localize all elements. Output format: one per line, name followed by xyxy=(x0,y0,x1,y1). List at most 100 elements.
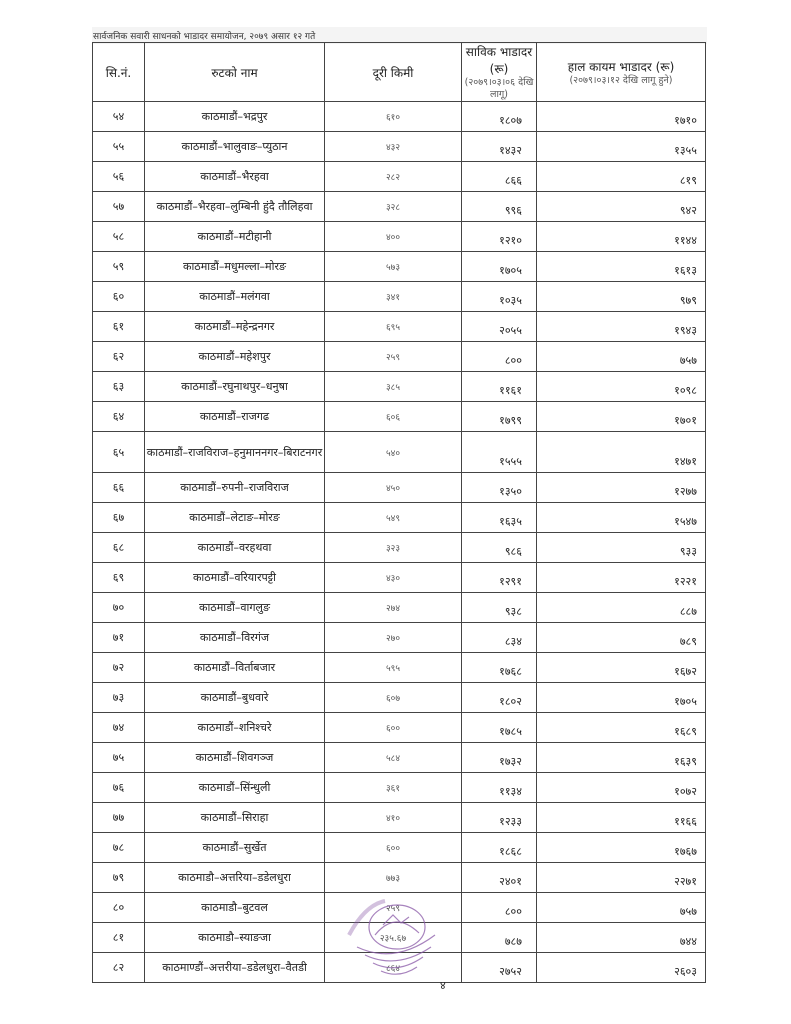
cell-distance: ६०० xyxy=(324,832,462,863)
cell-sn: ५६ xyxy=(92,161,145,192)
table-row: ५५ काठमाडौं–भालुवाङ–प्युठान ४३२ १४३२ १३५५ xyxy=(92,131,706,162)
cell-sn: ७२ xyxy=(92,652,145,683)
cell-route: काठमाडौं–भैरहवा–लुम्बिनी हुंदै तौलिहवा xyxy=(144,191,325,222)
cell-sn: ६६ xyxy=(92,472,145,503)
header-new-fare: हाल कायम भाडादर (रू) (२०७९।०३।१२ देखि ला… xyxy=(536,42,706,102)
cell-route: काठमाडौ–अत्तरिया–डडेलधुरा xyxy=(144,862,325,893)
cell-route: काठमाडौं–सिंन्धुली xyxy=(144,772,325,803)
cell-old-fare: १६३५ xyxy=(461,502,537,533)
table-row: ५७ काठमाडौं–भैरहवा–लुम्बिनी हुंदै तौलिहवा… xyxy=(92,191,706,222)
cell-new-fare: ८१९ xyxy=(536,161,706,192)
cell-new-fare: ७५७ xyxy=(536,341,706,372)
table-row: ५४ काठमाडौं–भद्रपुर ६१० १८०७ १७१० xyxy=(92,101,706,132)
cell-route: काठमाडौं–मधुमल्ला–मोरङ xyxy=(144,251,325,282)
cell-new-fare: १७०१ xyxy=(536,401,706,432)
table-row: ६८ काठमाडौं–वरहथवा ३२३ ९८६ ९३३ xyxy=(92,532,706,563)
cell-old-fare: १२३३ xyxy=(461,802,537,833)
cell-distance: ६०० xyxy=(324,712,462,743)
table-row: ६२ काठमाडौं–महेशपुर २५९ ८०० ७५७ xyxy=(92,341,706,372)
cell-sn: ६० xyxy=(92,281,145,312)
cell-distance: ६०६ xyxy=(324,401,462,432)
header-new-fare-note: (२०७९।०३।१२ देखि लागू हुने) xyxy=(569,74,673,86)
cell-route: काठमाडौ–बुटवल xyxy=(144,892,325,923)
cell-old-fare: ८६६ xyxy=(461,161,537,192)
cell-new-fare: १२७७ xyxy=(536,472,706,503)
cell-distance: २५९ xyxy=(324,341,462,372)
header-distance: दूरी किमी xyxy=(324,42,462,102)
cell-distance: ५४० xyxy=(324,431,462,473)
fare-table: सि.नं. रुटको नाम दूरी किमी साविक भाडादर … xyxy=(92,42,706,983)
cell-route: काठमाडौ–स्याङजा xyxy=(144,922,325,953)
office-seal-stamp xyxy=(347,899,436,975)
cell-distance: ४०० xyxy=(324,221,462,252)
header-new-fare-label: हाल कायम भाडादर (रू) xyxy=(567,59,675,74)
table-row: ६५ काठमाडौं–राजविराज–हनुमाननगर–बिराटनगर ५४… xyxy=(92,431,706,473)
cell-distance: २८२ xyxy=(324,161,462,192)
table-row: ७० काठमाडौं–वागलुङ २७४ ९३८ ८८७ xyxy=(92,592,706,623)
cell-old-fare: १८०२ xyxy=(461,682,537,713)
cell-distance: ७७३ xyxy=(324,862,462,893)
cell-new-fare: १३५५ xyxy=(536,131,706,162)
cell-distance: ३२८ xyxy=(324,191,462,222)
table-header-row: सि.नं. रुटको नाम दूरी किमी साविक भाडादर … xyxy=(92,42,706,102)
cell-distance: ३४१ xyxy=(324,281,462,312)
cell-old-fare: २४०१ xyxy=(461,862,537,893)
cell-old-fare: ८०० xyxy=(461,341,537,372)
table-row: ७५ काठमाडौं–शिवगञ्ज ५८४ १७३२ १६३९ xyxy=(92,742,706,773)
cell-distance: ५८४ xyxy=(324,742,462,773)
cell-distance: ६०७ xyxy=(324,682,462,713)
header-route: रुटको नाम xyxy=(144,42,325,102)
cell-route: काठमाडौं–भद्रपुर xyxy=(144,101,325,132)
cell-route: काठमाडौं–लेटाङ–मोरङ xyxy=(144,502,325,533)
cell-new-fare: २२७१ xyxy=(536,862,706,893)
cell-route: काठमाडौं–राजविराज–हनुमाननगर–बिराटनगर xyxy=(144,431,325,473)
header-sn: सि.नं. xyxy=(92,42,145,102)
cell-distance: ३२३ xyxy=(324,532,462,563)
cell-new-fare: ९७९ xyxy=(536,281,706,312)
cell-route: काठमाडौं–वरियारपट्टी xyxy=(144,562,325,593)
cell-old-fare: २०५५ xyxy=(461,311,537,342)
table-row: ६१ काठमाडौं–महेन्द्रनगर ६९५ २०५५ १९४३ xyxy=(92,311,706,342)
table-row: ६० काठमाडौं–मलंगवा ३४१ १०३५ ९७९ xyxy=(92,281,706,312)
cell-old-fare: ९३८ xyxy=(461,592,537,623)
cell-sn: ८२ xyxy=(92,952,145,983)
cell-new-fare: ११४४ xyxy=(536,221,706,252)
cell-route: काठमाडौं–बुधवारे xyxy=(144,682,325,713)
cell-route: काठमाडौं–शनिश्चरे xyxy=(144,712,325,743)
cell-sn: ५९ xyxy=(92,251,145,282)
table-row: ६६ काठमाडौं–रुपनी–राजविराज ४५० १३५० १२७७ xyxy=(92,472,706,503)
table-row: ६९ काठमाडौं–वरियारपट्टी ४३० १२९१ १२२१ xyxy=(92,562,706,593)
table-row: ६७ काठमाडौं–लेटाङ–मोरङ ५४९ १६३५ १५४७ xyxy=(92,502,706,533)
cell-old-fare: १२९१ xyxy=(461,562,537,593)
cell-old-fare: १३५० xyxy=(461,472,537,503)
cell-new-fare: १६३९ xyxy=(536,742,706,773)
cell-route: काठमाडौं–सिराहा xyxy=(144,802,325,833)
cell-new-fare: १६७२ xyxy=(536,652,706,683)
cell-sn: ७८ xyxy=(92,832,145,863)
cell-sn: ६३ xyxy=(92,371,145,402)
cell-old-fare: २७५२ xyxy=(461,952,537,983)
cell-route: काठमाडौं–मटीहानी xyxy=(144,221,325,252)
cell-sn: ६१ xyxy=(92,311,145,342)
table-row: ७२ काठमाडौं–विर्ताबजार ५९५ १७६८ १६७२ xyxy=(92,652,706,683)
cell-sn: ७१ xyxy=(92,622,145,653)
cell-route: काठमाडौं–विरगंज xyxy=(144,622,325,653)
table-row: ७३ काठमाडौं–बुधवारे ६०७ १८०२ १७०५ xyxy=(92,682,706,713)
cell-route: काठमाडौं–रुपनी–राजविराज xyxy=(144,472,325,503)
cell-route: काठमाडौं–भैरहवा xyxy=(144,161,325,192)
page-number: ४ xyxy=(440,979,446,992)
cell-old-fare: ७८७ xyxy=(461,922,537,953)
cell-route: काठमाण्डौं–अत्तरीया–डडेलधुरा–वैतडी xyxy=(144,952,325,983)
cell-old-fare: १७६८ xyxy=(461,652,537,683)
table-row: ७४ काठमाडौं–शनिश्चरे ६०० १७८५ १६८९ xyxy=(92,712,706,743)
cell-new-fare: ११६६ xyxy=(536,802,706,833)
cell-route: काठमाडौं–महेन्द्रनगर xyxy=(144,311,325,342)
cell-new-fare: ९३३ xyxy=(536,532,706,563)
document-caption: सार्वजनिक सवारी साधनको भाडादर समायोजन, २… xyxy=(92,27,707,44)
cell-old-fare: १०३५ xyxy=(461,281,537,312)
cell-new-fare: ७५७ xyxy=(536,892,706,923)
cell-sn: ७३ xyxy=(92,682,145,713)
cell-route: काठमाडौं–रघुनाथपुर–धनुषा xyxy=(144,371,325,402)
cell-new-fare: १०९८ xyxy=(536,371,706,402)
cell-old-fare: १७३२ xyxy=(461,742,537,773)
